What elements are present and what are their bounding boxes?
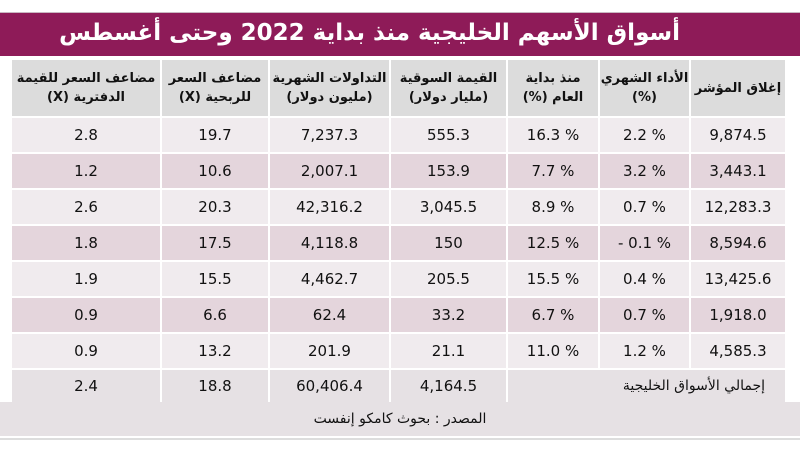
- cell-ytd: 15.5 %: [506, 260, 600, 298]
- cell-pe: 10.6: [160, 152, 270, 190]
- header-turnover: التداولات الشهرية (مليون دولار): [268, 58, 391, 118]
- total-mcap: 4,164.5: [389, 368, 508, 404]
- right-edge-cell: [785, 368, 800, 404]
- cell-mcap: 555.3: [389, 116, 508, 154]
- cell-pb: 2.6: [10, 188, 162, 226]
- table-row: 2.8 19.7 7,237.3 555.3 16.3 % 2.2 % 9,87…: [0, 116, 800, 154]
- source-note: المصدر : بحوث كامكو إنفست: [0, 402, 800, 436]
- table-row: 1.2 10.6 2,007.1 153.9 7.7 % 3.2 % 3,443…: [0, 152, 800, 190]
- cell-monthly: 0.4 %: [598, 260, 691, 298]
- cell-mcap: 150: [389, 224, 508, 262]
- header-pb: مضاعف السعر للقيمة الدفترية (X): [10, 58, 162, 118]
- cell-mcap: 33.2: [389, 296, 508, 334]
- left-edge-cell: [0, 188, 12, 226]
- cell-pe: 6.6: [160, 296, 270, 334]
- cell-pe: 17.5: [160, 224, 270, 262]
- left-edge-cell: [0, 332, 12, 370]
- left-edge-cell: [0, 58, 12, 118]
- total-pe: 18.8: [160, 368, 270, 404]
- left-edge-cell: [0, 260, 12, 298]
- cell-mcap: 3,045.5: [389, 188, 508, 226]
- table-row: 0.9 13.2 201.9 21.1 11.0 % 1.2 % 4,585.3: [0, 332, 800, 370]
- total-turnover: 60,406.4: [268, 368, 391, 404]
- table-row: 0.9 6.6 62.4 33.2 6.7 % 0.7 % 1,918.0: [0, 296, 800, 334]
- cell-close: 1,918.0: [689, 296, 787, 334]
- right-edge-cell: [785, 224, 800, 262]
- cell-ytd: 6.7 %: [506, 296, 600, 334]
- cell-turnover: 201.9: [268, 332, 391, 370]
- markets-table: مضاعف السعر للقيمة الدفترية (X) مضاعف ال…: [0, 58, 800, 404]
- total-label: إجمالي الأسواق الخليجية: [506, 368, 787, 404]
- right-edge-cell: [785, 188, 800, 226]
- cell-pe: 15.5: [160, 260, 270, 298]
- cell-pe: 19.7: [160, 116, 270, 154]
- header-mcap: القيمة السوقية (مليار دولار): [389, 58, 508, 118]
- header-monthly: الأداء الشهري (%): [598, 58, 691, 118]
- header-close: إغلاق المؤشر: [689, 58, 787, 118]
- cell-pb: 2.8: [10, 116, 162, 154]
- left-edge-cell: [0, 368, 12, 404]
- right-edge-cell: [785, 332, 800, 370]
- cell-monthly: 0.7 %: [598, 188, 691, 226]
- cell-turnover: 2,007.1: [268, 152, 391, 190]
- cell-pe: 20.3: [160, 188, 270, 226]
- right-edge-cell: [785, 116, 800, 154]
- cell-close: 9,874.5: [689, 116, 787, 154]
- title-bar: أسواق الأسهم الخليجية منذ بداية 2022 وحت…: [0, 0, 800, 56]
- cell-mcap: 205.5: [389, 260, 508, 298]
- left-edge-cell: [0, 152, 12, 190]
- right-edge-cell: [785, 58, 800, 118]
- cell-monthly: 3.2 %: [598, 152, 691, 190]
- total-pb: 2.4: [10, 368, 162, 404]
- cell-pb: 1.9: [10, 260, 162, 298]
- header-pe: مضاعف السعر للربحية (X): [160, 58, 270, 118]
- cell-ytd: 8.9 %: [506, 188, 600, 226]
- total-row: 2.4 18.8 60,406.4 4,164.5 إجمالي الأسواق…: [0, 368, 800, 404]
- right-edge-cell: [785, 260, 800, 298]
- cell-turnover: 4,462.7: [268, 260, 391, 298]
- cell-close: 12,283.3: [689, 188, 787, 226]
- title-band: [0, 12, 800, 56]
- bottom-divider: [0, 438, 800, 440]
- cell-pb: 0.9: [10, 332, 162, 370]
- cell-pb: 1.2: [10, 152, 162, 190]
- cell-mcap: 153.9: [389, 152, 508, 190]
- cell-turnover: 42,316.2: [268, 188, 391, 226]
- cell-turnover: 4,118.8: [268, 224, 391, 262]
- cell-close: 4,585.3: [689, 332, 787, 370]
- cell-turnover: 62.4: [268, 296, 391, 334]
- cell-turnover: 7,237.3: [268, 116, 391, 154]
- cell-mcap: 21.1: [389, 332, 508, 370]
- cell-pe: 13.2: [160, 332, 270, 370]
- header-ytd: منذ بداية العام (%): [506, 58, 600, 118]
- table-row: 2.6 20.3 42,316.2 3,045.5 8.9 % 0.7 % 12…: [0, 188, 800, 226]
- cell-pb: 0.9: [10, 296, 162, 334]
- cell-ytd: 7.7 %: [506, 152, 600, 190]
- left-edge-cell: [0, 116, 12, 154]
- cell-ytd: 16.3 %: [506, 116, 600, 154]
- cell-monthly: 2.2 %: [598, 116, 691, 154]
- cell-close: 3,443.1: [689, 152, 787, 190]
- cell-ytd: 12.5 %: [506, 224, 600, 262]
- cell-monthly: 1.2 %: [598, 332, 691, 370]
- right-edge-cell: [785, 152, 800, 190]
- right-edge-cell: [785, 296, 800, 334]
- header-row: مضاعف السعر للقيمة الدفترية (X) مضاعف ال…: [0, 58, 800, 118]
- left-edge-cell: [0, 296, 12, 334]
- cell-ytd: 11.0 %: [506, 332, 600, 370]
- table-row: 1.9 15.5 4,462.7 205.5 15.5 % 0.4 % 13,4…: [0, 260, 800, 298]
- left-edge-cell: [0, 224, 12, 262]
- table-title: أسواق الأسهم الخليجية منذ بداية 2022 وحت…: [59, 20, 680, 46]
- cell-close: 8,594.6: [689, 224, 787, 262]
- cell-monthly: 0.7 %: [598, 296, 691, 334]
- cell-close: 13,425.6: [689, 260, 787, 298]
- table-row: 1.8 17.5 4,118.8 150 12.5 % - 0.1 % 8,59…: [0, 224, 800, 262]
- cell-pb: 1.8: [10, 224, 162, 262]
- cell-monthly: - 0.1 %: [598, 224, 691, 262]
